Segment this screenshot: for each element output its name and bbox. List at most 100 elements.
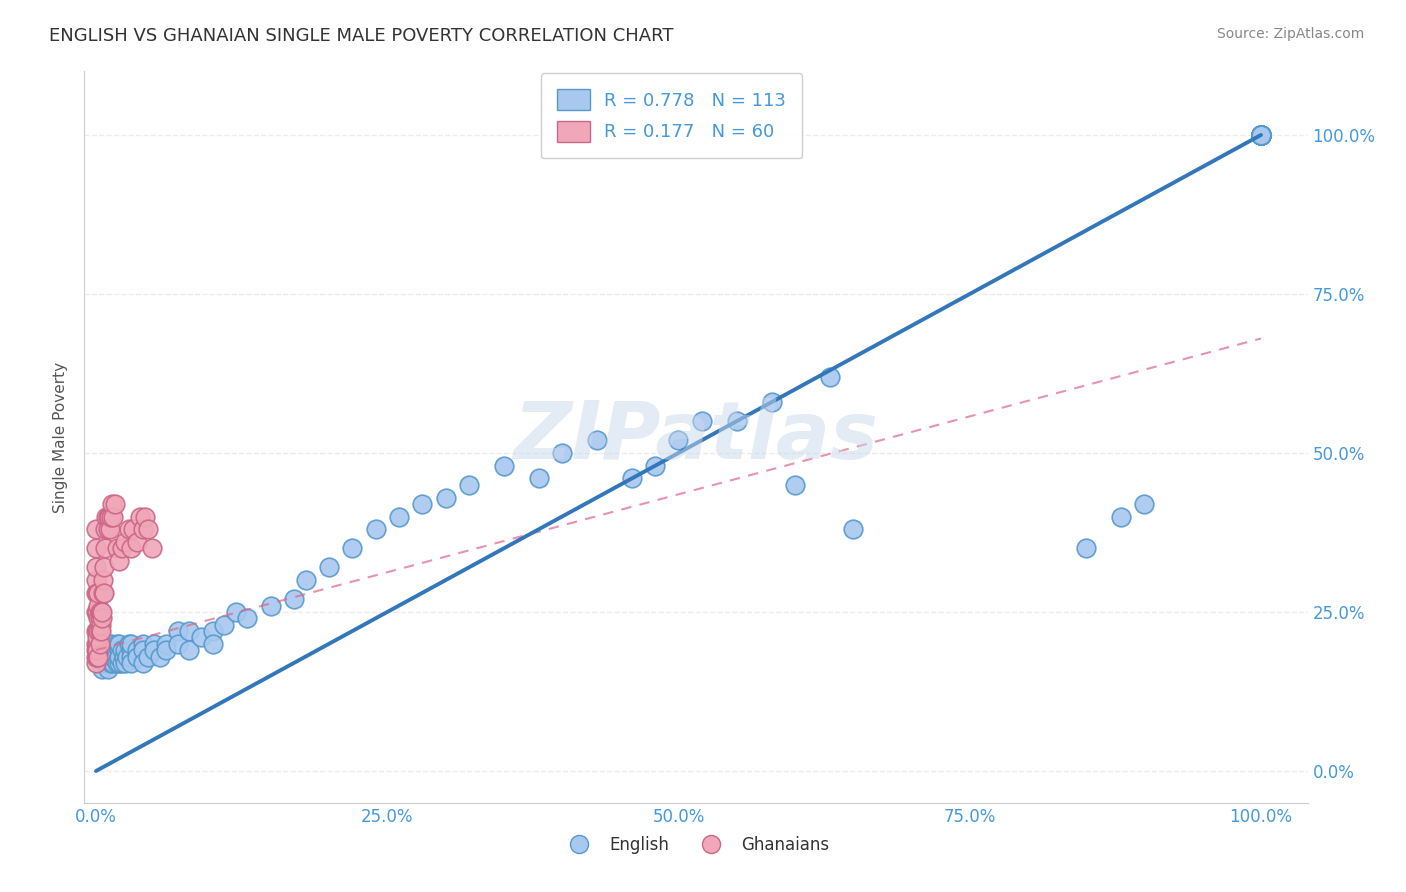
Point <box>97 637 120 651</box>
Point <box>111 541 134 556</box>
Point <box>149 649 172 664</box>
Point <box>94 649 117 664</box>
Point <box>90 605 112 619</box>
Point <box>84 560 107 574</box>
Point <box>668 434 690 448</box>
Point <box>105 541 128 556</box>
Point <box>84 649 107 664</box>
Point <box>212 617 235 632</box>
Point <box>434 491 457 505</box>
Point <box>1250 128 1272 142</box>
Point <box>117 649 139 664</box>
Point <box>108 656 131 670</box>
Point <box>90 624 112 638</box>
Point <box>260 599 283 613</box>
Point <box>84 522 107 536</box>
Point <box>201 624 224 638</box>
Point <box>131 522 153 536</box>
Point <box>1250 128 1272 142</box>
Point <box>90 656 112 670</box>
Point <box>87 586 110 600</box>
Point <box>84 656 107 670</box>
Point <box>166 624 188 638</box>
Point <box>114 643 136 657</box>
Point <box>84 624 107 638</box>
Point <box>97 643 120 657</box>
Point <box>1250 128 1272 142</box>
Point <box>1250 128 1272 142</box>
Point <box>364 522 387 536</box>
Point <box>155 643 177 657</box>
Point <box>111 656 134 670</box>
Text: Source: ZipAtlas.com: Source: ZipAtlas.com <box>1216 27 1364 41</box>
Point <box>84 605 107 619</box>
Point <box>97 509 120 524</box>
Point <box>87 611 110 625</box>
Point <box>84 573 107 587</box>
Point <box>90 617 112 632</box>
Point <box>103 643 125 657</box>
Point <box>551 446 574 460</box>
Point <box>1250 128 1272 142</box>
Point <box>131 656 153 670</box>
Point <box>1250 128 1272 142</box>
Point <box>1076 541 1098 556</box>
Point <box>86 637 108 651</box>
Point <box>388 509 411 524</box>
Point <box>108 554 131 568</box>
Point <box>131 643 153 657</box>
Point <box>105 637 128 651</box>
Point <box>86 624 108 638</box>
Point <box>179 624 201 638</box>
Point <box>201 637 224 651</box>
Text: ZIPatlas: ZIPatlas <box>513 398 879 476</box>
Point <box>89 611 111 625</box>
Point <box>457 477 479 491</box>
Point <box>97 656 120 670</box>
Point <box>1250 128 1272 142</box>
Point <box>1250 128 1272 142</box>
Point <box>120 637 142 651</box>
Point <box>96 509 118 524</box>
Point <box>120 643 142 657</box>
Point <box>120 541 142 556</box>
Point <box>283 592 305 607</box>
Point <box>93 586 115 600</box>
Point <box>100 656 122 670</box>
Point <box>141 541 163 556</box>
Point <box>89 605 111 619</box>
Point <box>1250 128 1272 142</box>
Legend: English, Ghanaians: English, Ghanaians <box>557 829 835 860</box>
Point <box>97 522 120 536</box>
Point <box>1250 128 1272 142</box>
Point <box>84 586 107 600</box>
Point <box>342 541 364 556</box>
Point <box>97 649 120 664</box>
Point <box>91 573 114 587</box>
Point <box>1250 128 1272 142</box>
Point <box>318 560 340 574</box>
Point <box>93 560 115 574</box>
Point <box>122 522 145 536</box>
Point <box>129 509 152 524</box>
Point <box>90 649 112 664</box>
Point <box>97 509 120 524</box>
Point <box>492 458 515 473</box>
Point <box>117 637 139 651</box>
Point <box>90 605 112 619</box>
Point <box>114 656 136 670</box>
Point <box>98 643 121 657</box>
Point <box>125 535 148 549</box>
Point <box>90 637 112 651</box>
Point <box>86 586 108 600</box>
Point <box>179 643 201 657</box>
Point <box>103 649 125 664</box>
Point <box>84 541 107 556</box>
Point <box>1250 128 1272 142</box>
Point <box>104 643 127 657</box>
Point <box>138 522 160 536</box>
Point <box>90 643 112 657</box>
Point <box>586 434 609 448</box>
Point <box>134 509 156 524</box>
Point <box>108 649 131 664</box>
